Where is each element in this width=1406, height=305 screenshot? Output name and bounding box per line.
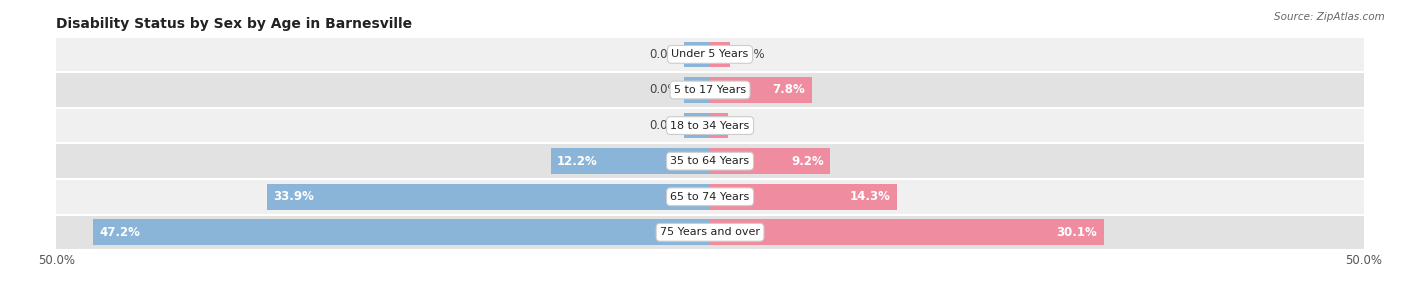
Text: 12.2%: 12.2%: [557, 155, 598, 168]
Bar: [267, 184, 710, 210]
Text: 30.1%: 30.1%: [1056, 226, 1097, 239]
Text: 0.0%: 0.0%: [735, 48, 765, 61]
Text: 75 Years and over: 75 Years and over: [659, 227, 761, 237]
Bar: [56, 37, 1364, 72]
Text: 35 to 64 Years: 35 to 64 Years: [671, 156, 749, 166]
Legend: Male, Female: Male, Female: [637, 302, 783, 305]
Bar: [56, 143, 1364, 179]
Text: 18 to 34 Years: 18 to 34 Years: [671, 120, 749, 131]
Text: 0.0%: 0.0%: [650, 48, 679, 61]
Bar: [710, 113, 728, 138]
Bar: [710, 220, 1104, 245]
Bar: [683, 113, 710, 138]
Bar: [56, 214, 1364, 250]
Bar: [710, 77, 813, 103]
Bar: [93, 220, 710, 245]
Text: Under 5 Years: Under 5 Years: [672, 49, 748, 59]
Text: 33.9%: 33.9%: [273, 190, 314, 203]
Bar: [710, 184, 897, 210]
Text: 0.0%: 0.0%: [650, 84, 679, 96]
Bar: [683, 77, 710, 103]
Text: 0.0%: 0.0%: [650, 119, 679, 132]
Bar: [683, 41, 710, 67]
Text: 65 to 74 Years: 65 to 74 Years: [671, 192, 749, 202]
Text: 9.2%: 9.2%: [792, 155, 824, 168]
Text: 14.3%: 14.3%: [849, 190, 890, 203]
Text: Disability Status by Sex by Age in Barnesville: Disability Status by Sex by Age in Barne…: [56, 17, 412, 31]
Bar: [710, 41, 730, 67]
Bar: [56, 72, 1364, 108]
Bar: [56, 179, 1364, 214]
Text: 7.8%: 7.8%: [773, 84, 806, 96]
Bar: [710, 148, 831, 174]
Text: 5 to 17 Years: 5 to 17 Years: [673, 85, 747, 95]
Bar: [551, 148, 710, 174]
Bar: [56, 108, 1364, 143]
Text: 47.2%: 47.2%: [100, 226, 141, 239]
Text: 1.4%: 1.4%: [689, 119, 721, 132]
Text: Source: ZipAtlas.com: Source: ZipAtlas.com: [1274, 12, 1385, 22]
